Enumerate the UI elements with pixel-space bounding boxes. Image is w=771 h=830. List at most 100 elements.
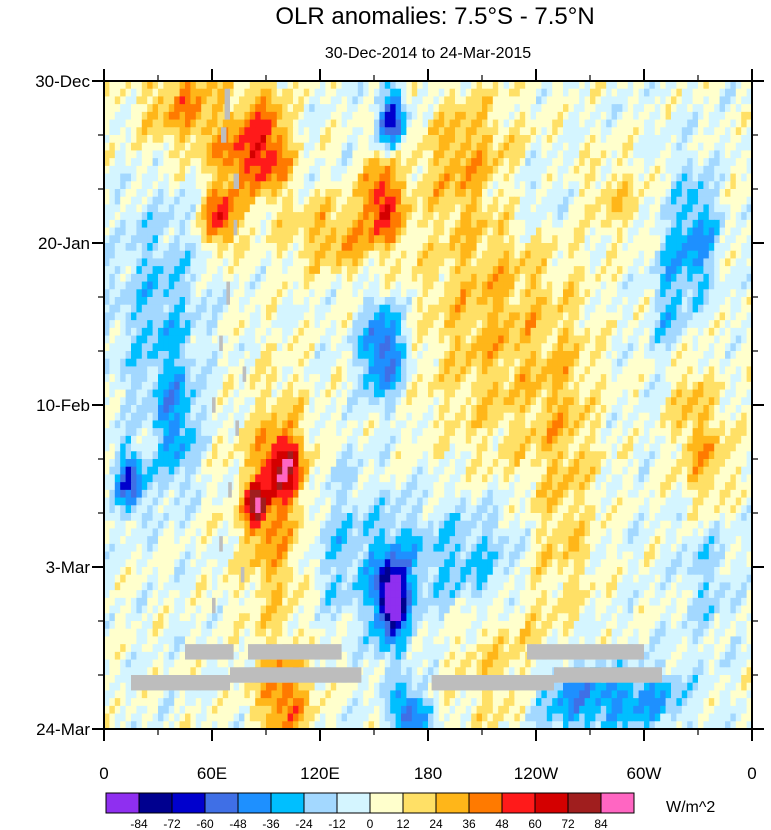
anomaly-cell [260, 258, 267, 267]
anomaly-cell [330, 165, 337, 175]
anomaly-cell [309, 397, 316, 406]
anomaly-cell [406, 235, 413, 244]
anomaly-cell [735, 181, 742, 190]
anomaly-cell [719, 258, 726, 267]
anomaly-cell [341, 397, 348, 406]
anomaly-cell [455, 127, 461, 136]
anomaly-cell [287, 235, 294, 244]
anomaly-cell [579, 111, 586, 121]
anomaly-cell [708, 343, 715, 352]
anomaly-cell [600, 320, 607, 329]
anomaly-cell [379, 111, 386, 121]
anomaly-cell [136, 243, 143, 252]
anomaly-cell [600, 158, 607, 167]
anomaly-cell [746, 196, 753, 205]
anomaly-cell [341, 297, 348, 306]
anomaly-cell [341, 312, 348, 321]
anomaly-cell [401, 320, 407, 329]
anomaly-cell [384, 297, 391, 306]
anomaly-cell [330, 96, 337, 105]
anomaly-cell [730, 358, 737, 367]
anomaly-cell [536, 258, 542, 267]
anomaly-cell [568, 196, 575, 205]
anomaly-cell [190, 297, 197, 306]
anomaly-cell [368, 81, 375, 90]
anomaly-cell [741, 135, 748, 144]
anomaly-cell [649, 235, 656, 244]
anomaly-cell [660, 243, 667, 252]
anomaly-cell [660, 335, 667, 344]
anomaly-cell [390, 381, 397, 391]
anomaly-cell [438, 142, 445, 151]
anomaly-cell [417, 227, 424, 236]
anomaly-cell [638, 366, 645, 375]
anomaly-cell [622, 266, 629, 275]
anomaly-cell [730, 304, 737, 313]
anomaly-cell [584, 258, 591, 267]
anomaly-cell [158, 343, 164, 352]
anomaly-cell [298, 381, 305, 391]
anomaly-cell [195, 343, 202, 352]
anomaly-cell [298, 250, 305, 259]
anomaly-cell [584, 227, 591, 236]
anomaly-cell [141, 227, 148, 236]
anomaly-cell [746, 189, 753, 198]
anomaly-cell [660, 196, 667, 205]
anomaly-cell [163, 281, 170, 290]
anomaly-cell [671, 327, 677, 337]
anomaly-cell [244, 320, 251, 329]
anomaly-cell [471, 111, 478, 121]
anomaly-cell [563, 335, 569, 344]
anomaly-cell [309, 96, 316, 105]
anomaly-cell [514, 104, 521, 113]
anomaly-cell [692, 104, 699, 113]
anomaly-cell [671, 204, 677, 213]
anomaly-cell [681, 165, 688, 175]
anomaly-cell [384, 219, 391, 229]
anomaly-cell [698, 81, 704, 90]
anomaly-cell [179, 304, 186, 313]
anomaly-cell [395, 335, 402, 344]
anomaly-cell [536, 281, 542, 290]
anomaly-cell [530, 320, 537, 329]
anomaly-cell [509, 227, 515, 236]
anomaly-cell [406, 96, 413, 105]
anomaly-cell [703, 389, 710, 398]
anomaly-cell [260, 358, 267, 367]
anomaly-cell [611, 204, 618, 213]
anomaly-cell [541, 127, 548, 136]
anomaly-cell [600, 273, 607, 283]
anomaly-cell [590, 304, 596, 313]
anomaly-cell [222, 335, 229, 344]
anomaly-cell [536, 96, 542, 105]
anomaly-cell [568, 96, 575, 105]
anomaly-cell [163, 273, 170, 283]
anomaly-cell [314, 258, 321, 267]
anomaly-cell [525, 335, 532, 344]
anomaly-cell [449, 165, 456, 175]
anomaly-cell [584, 281, 591, 290]
anomaly-cell [336, 219, 343, 229]
anomaly-cell [120, 150, 127, 159]
anomaly-cell [314, 88, 321, 97]
anomaly-cell [671, 335, 677, 344]
anomaly-cell [428, 358, 434, 367]
anomaly-cell [438, 243, 445, 252]
anomaly-cell [444, 204, 451, 213]
anomaly-cell [136, 289, 143, 298]
anomaly-cell [341, 327, 348, 337]
anomaly-cell [514, 343, 521, 352]
anomaly-cell [644, 366, 650, 375]
anomaly-cell [303, 127, 310, 136]
anomaly-cell [476, 358, 483, 367]
anomaly-cell [411, 297, 418, 306]
anomaly-cell [217, 374, 224, 383]
anomaly-cell [428, 243, 434, 252]
anomaly-cell [401, 327, 407, 337]
anomaly-cell [384, 104, 391, 113]
anomaly-cell [363, 135, 370, 144]
anomaly-cell [627, 235, 634, 244]
anomaly-cell [114, 312, 121, 321]
anomaly-cell [638, 335, 645, 344]
anomaly-cell [428, 327, 434, 337]
